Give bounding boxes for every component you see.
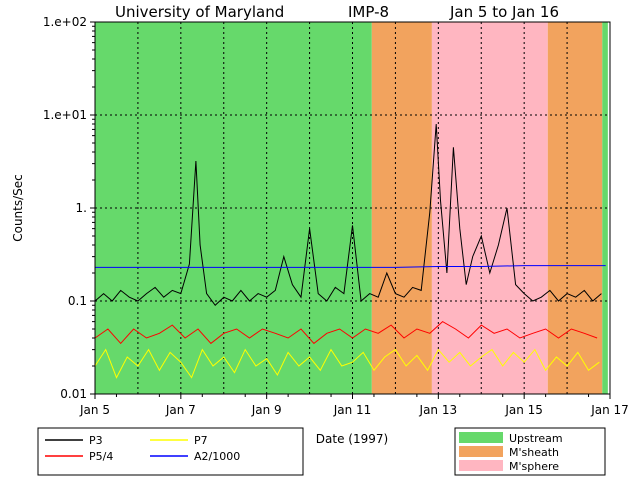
region-legend-swatch-m-sheath [459,446,503,457]
legend-label-p3: P3 [89,434,103,447]
x-tick-label-0: Jan 5 [79,403,110,417]
series-legend: P3 P7 P5/4 A2/1000 [37,427,304,476]
legend-label-a2-1000: A2/1000 [194,450,240,463]
chart-title-institution: University of Maryland [115,3,284,21]
x-tick-label-1: Jan 7 [165,403,196,417]
y-tick-label-2: 1. [76,201,87,215]
x-tick-label-4: Jan 13 [419,403,458,417]
y-tick-label-1: 0.1 [68,294,87,308]
x-tick-label-3: Jan 11 [333,403,372,417]
legend-label-p5-4: P5/4 [89,450,113,463]
region-legend-label-m-sphere: M'sphere [509,460,559,473]
x-axis-label: Date (1997) [316,432,388,446]
region-legend-label-m-sheath: M'sheath [509,446,559,459]
chart-title-spacecraft: IMP-8 [348,3,389,21]
series-line-a2-1000 [95,265,606,268]
series-line-p3 [94,123,602,307]
series-line-p7 [94,348,600,379]
region-legend-swatch-m-sphere [459,460,503,471]
x-tick-label-6: Jan 17 [590,403,629,417]
y-tick-label-3: 1.e+01 [43,108,87,122]
y-tick-label-0: 0.01 [60,387,87,401]
series-line-p5-4 [94,320,598,345]
y-axis-label: Counts/Sec [11,174,25,242]
series-legend-box [37,427,304,476]
x-tick-label-5: Jan 15 [504,403,543,417]
x-axis-ticks: Jan 5 Jan 7 Jan 9 Jan 11 Jan 13 Jan 15 Jan 17 [79,394,629,417]
y-axis-ticks: 0.01 0.1 1. 1.e+01 1.e+02 [43,15,95,401]
series-layer [94,123,606,379]
region-legend-swatch-upstream [459,432,503,443]
legend-label-p7: P7 [194,434,208,447]
gridlines [95,22,610,394]
y-tick-label-4: 1.e+02 [43,15,87,29]
region-legend-label-upstream: Upstream [509,432,563,445]
x-tick-label-2: Jan 9 [251,403,282,417]
chart-title-date-range: Jan 5 to Jan 16 [449,3,559,21]
